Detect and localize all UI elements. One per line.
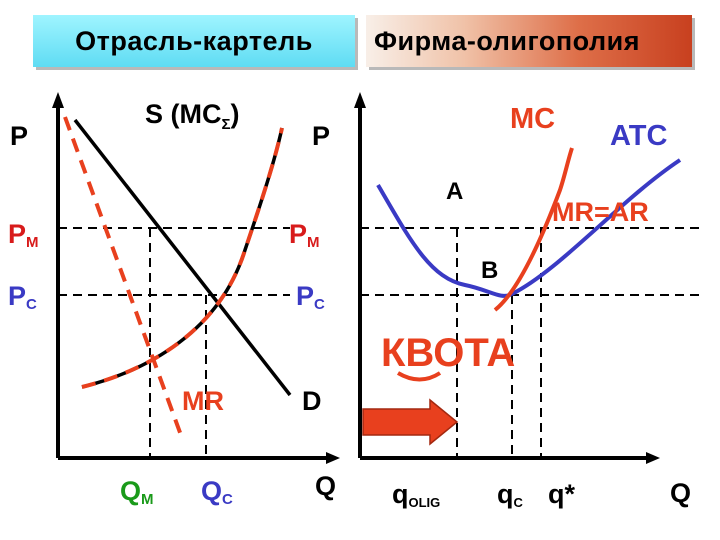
industry-pm-label: PM bbox=[8, 219, 39, 251]
mr-label: MR bbox=[182, 386, 224, 416]
supply-label-close: ) bbox=[231, 99, 240, 129]
industry-pc-label: PC bbox=[8, 281, 37, 313]
q-olig-sub: OLIG bbox=[409, 495, 441, 510]
industry-axis-y-label: P bbox=[10, 121, 28, 151]
quota-label: КВОТА bbox=[381, 331, 515, 375]
q-c-sub: C bbox=[514, 495, 524, 510]
supply-label-sub: Σ bbox=[222, 116, 231, 133]
supply-label-main: S (MC bbox=[145, 99, 222, 129]
supply-curve-red-dashed bbox=[81, 127, 284, 389]
firm-pc-sub: C bbox=[314, 296, 325, 313]
qc-main: Q bbox=[201, 476, 222, 506]
q-c-main: q bbox=[497, 479, 514, 509]
industry-pc-sub: C bbox=[26, 296, 37, 313]
industry-x-arrow bbox=[326, 452, 340, 464]
industry-title-text: Отрасль-картель bbox=[75, 25, 313, 56]
q-olig-main: q bbox=[392, 479, 409, 509]
firm-title: Фирма-олигополия bbox=[366, 15, 692, 67]
industry-y-arrow bbox=[52, 92, 64, 108]
industry-graph bbox=[52, 92, 340, 464]
qm-sub: M bbox=[141, 491, 154, 508]
industry-title: Отрасль-картель bbox=[33, 15, 355, 67]
firm-graph bbox=[354, 92, 700, 464]
mc-label: MC bbox=[510, 103, 555, 135]
quota-brace bbox=[396, 371, 442, 382]
firm-y-arrow bbox=[354, 92, 366, 108]
qc-sub: C bbox=[222, 491, 233, 508]
firm-pc-main: P bbox=[296, 281, 314, 311]
firm-pc-label: PC bbox=[296, 281, 325, 313]
qm-label: QM bbox=[120, 476, 154, 508]
demand-label: D bbox=[302, 386, 322, 416]
mc-curve bbox=[493, 147, 574, 312]
q-star-label: q* bbox=[548, 479, 575, 509]
quota-arrow bbox=[362, 398, 459, 446]
industry-pm-main: P bbox=[8, 219, 26, 249]
mr-ar-label: MR=AR bbox=[552, 197, 649, 227]
mr-curve bbox=[63, 116, 184, 439]
firm-axis-x-label: Q bbox=[670, 478, 691, 508]
firm-title-text: Фирма-олигополия bbox=[374, 25, 640, 56]
supply-label: S (MCΣ) bbox=[145, 99, 240, 133]
q-olig-label: qOLIG bbox=[392, 479, 440, 510]
firm-axis-y-label: P bbox=[312, 121, 330, 151]
demand-curve bbox=[73, 118, 292, 397]
q-c-label: qC bbox=[497, 479, 524, 510]
industry-pm-sub: M bbox=[26, 234, 39, 251]
point-a-label: A bbox=[446, 178, 463, 205]
point-b-label: B bbox=[481, 257, 498, 284]
firm-pm-main: P bbox=[289, 219, 307, 249]
firm-x-arrow bbox=[646, 452, 660, 464]
qm-main: Q bbox=[120, 476, 141, 506]
qc-label: QC bbox=[201, 476, 233, 508]
atc-curve bbox=[376, 158, 682, 298]
firm-pm-label: PM bbox=[289, 219, 320, 251]
industry-axis-x-label: Q bbox=[315, 471, 336, 501]
atc-label: ATC bbox=[610, 120, 668, 152]
firm-pm-sub: M bbox=[307, 234, 320, 251]
industry-pc-main: P bbox=[8, 281, 26, 311]
